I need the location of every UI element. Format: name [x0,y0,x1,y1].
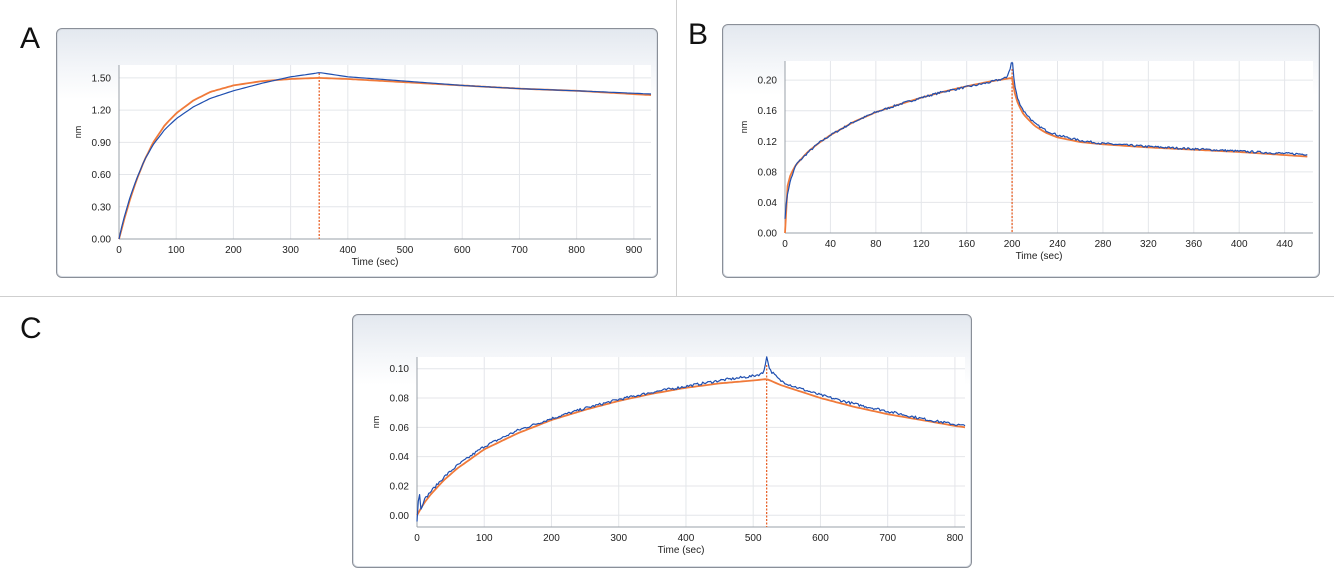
chart-b-x-tick-label: 120 [913,239,930,250]
chart-c-x-tick-label: 600 [812,533,829,544]
chart-a-x-tick-label: 500 [397,245,414,256]
chart-b: 0 40 80 120 160 200 240 280 320 360 400 440 0.00 0.04… [722,24,1320,278]
chart-c-x-tick-label: 700 [879,533,896,544]
chart-a: 0 100 200 300 400 500 600 700 800 900 0.00 0.30 0.60… [56,28,658,278]
chart-c-y-tick-label: 0.10 [390,364,410,375]
chart-c-x-tick-label: 200 [543,533,560,544]
chart-b-x-tick-label: 280 [1095,239,1112,250]
chart-c-fit-line [416,378,966,516]
chart-a-y-tick-label: 0.00 [92,235,112,246]
vertical-divider [676,0,677,296]
chart-c-y-tick-label: 0.04 [390,452,410,463]
chart-b-y-tick-label: 0.04 [758,198,778,209]
chart-c-y-tick-label: 0.02 [390,481,410,492]
chart-b-svg: 0 40 80 120 160 200 240 280 320 360 400 440 0.00 0.04… [739,61,1313,262]
chart-b-y-tick-label: 0.00 [758,229,778,240]
chart-c-x-tick-label: 500 [745,533,762,544]
chart-c: 0 100 200 300 400 500 600 700 800 0.00 0.02 0.04 0.0… [352,314,972,568]
panel-label-a: A [20,22,41,55]
chart-a-x-tick-label: 400 [339,245,356,256]
chart-b-x-tick-label: 400 [1231,239,1248,250]
chart-c-measured-line [416,356,966,522]
chart-a-x-axis-label: Time (sec) [352,257,399,268]
chart-c-y-tick-label: 0.00 [390,511,410,522]
chart-c-y-tick-label: 0.06 [390,423,410,434]
chart-c-x-tick-label: 0 [414,533,420,544]
chart-c-svg: 0 100 200 300 400 500 600 700 800 0.00 0.02 0.04 0.0… [371,356,966,556]
chart-a-y-tick-label: 1.50 [92,73,112,84]
chart-c-y-tick-label: 0.08 [390,394,410,405]
chart-b-y-axis-label: nm [739,121,749,134]
chart-c-x-axis-label: Time (sec) [658,545,705,556]
chart-b-y-tick-label: 0.08 [758,167,778,178]
chart-a-measured-line [118,72,652,240]
chart-a-y-tick-label: 1.20 [92,106,112,117]
chart-a-y-tick-label: 0.90 [92,138,112,149]
chart-b-y-tick-label: 0.20 [758,76,778,87]
chart-a-x-tick-label: 100 [168,245,185,256]
panel-label-c: C [20,312,42,345]
chart-b-x-tick-label: 160 [958,239,975,250]
chart-b-plot-area [785,61,1313,233]
chart-b-x-tick-label: 440 [1276,239,1293,250]
chart-c-x-tick-label: 800 [947,533,964,544]
chart-b-x-tick-label: 320 [1140,239,1157,250]
chart-a-x-tick-label: 700 [511,245,528,256]
chart-b-x-tick-label: 80 [870,239,882,250]
chart-b-y-tick-label: 0.16 [758,106,778,117]
chart-a-y-axis-label: nm [73,126,83,139]
chart-a-x-tick-label: 900 [625,245,642,256]
chart-b-x-tick-label: 40 [825,239,837,250]
chart-b-measured-line [784,62,1308,219]
chart-a-x-tick-label: 600 [454,245,471,256]
chart-c-x-tick-label: 400 [678,533,695,544]
panel-label-b: B [688,18,709,51]
chart-a-x-tick-label: 0 [116,245,122,256]
chart-a-svg: 0 100 200 300 400 500 600 700 800 900 0.00 0.30 0.60… [73,65,652,268]
chart-b-x-axis-label: Time (sec) [1016,251,1063,262]
chart-b-x-tick-label: 200 [1004,239,1021,250]
chart-b-x-tick-label: 0 [782,239,788,250]
chart-a-y-tick-label: 0.60 [92,170,112,181]
chart-b-x-tick-label: 240 [1049,239,1066,250]
chart-c-x-tick-label: 300 [610,533,627,544]
chart-a-x-tick-label: 800 [568,245,585,256]
chart-c-x-tick-label: 100 [476,533,493,544]
chart-b-x-tick-label: 360 [1185,239,1202,250]
chart-a-x-tick-label: 300 [282,245,299,256]
chart-a-x-tick-label: 200 [225,245,242,256]
chart-a-y-tick-label: 0.30 [92,202,112,213]
horizontal-divider [0,296,1334,297]
chart-c-y-axis-label: nm [371,416,381,429]
chart-b-y-tick-label: 0.12 [758,137,778,148]
